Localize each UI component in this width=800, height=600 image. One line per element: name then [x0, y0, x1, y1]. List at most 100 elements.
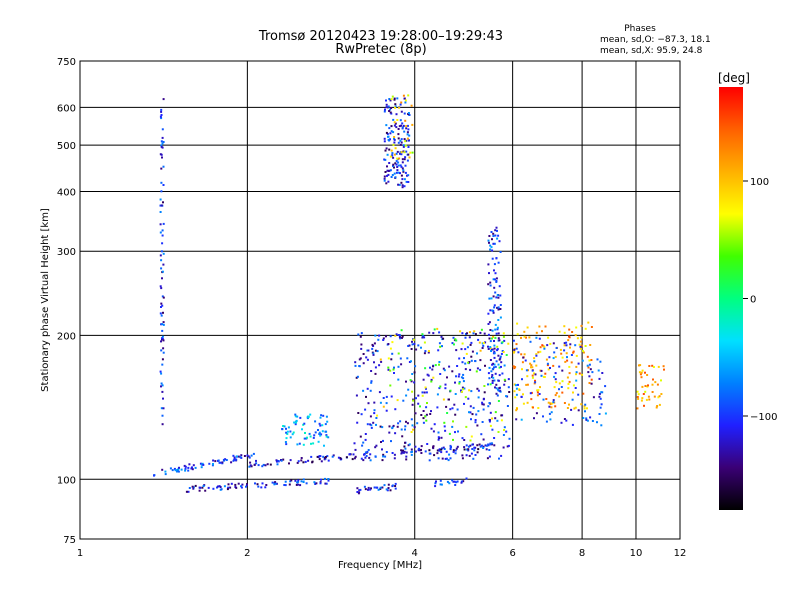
- data-point: [382, 405, 385, 408]
- data-point: [397, 183, 400, 186]
- data-point: [432, 365, 434, 368]
- data-point: [584, 327, 587, 330]
- data-point: [380, 360, 383, 363]
- data-point: [160, 340, 162, 343]
- data-point: [600, 403, 603, 406]
- data-point: [379, 401, 382, 404]
- data-point: [452, 449, 455, 452]
- data-point: [493, 304, 496, 307]
- data-point: [389, 384, 392, 387]
- data-point: [284, 484, 287, 487]
- data-point: [289, 430, 292, 433]
- data-point: [314, 431, 317, 434]
- data-point: [324, 482, 327, 485]
- data-point: [160, 382, 163, 385]
- data-point: [479, 368, 482, 371]
- data-point: [565, 341, 568, 344]
- data-point: [530, 391, 533, 394]
- data-point: [495, 280, 498, 282]
- data-point: [467, 361, 470, 364]
- data-point: [454, 381, 456, 384]
- data-point: [406, 131, 409, 134]
- data-point: [159, 211, 162, 213]
- data-point: [293, 421, 296, 424]
- data-point: [538, 337, 541, 340]
- data-point: [233, 458, 236, 461]
- y-axis-label: Stationary phase Virtual Height [km]: [40, 208, 51, 392]
- data-point: [405, 458, 408, 461]
- data-point: [496, 328, 499, 331]
- data-point: [160, 302, 163, 305]
- data-point: [411, 151, 414, 154]
- data-point: [373, 412, 376, 415]
- data-point: [400, 181, 403, 184]
- data-point: [545, 358, 548, 361]
- data-point: [497, 337, 500, 340]
- data-point: [478, 341, 481, 344]
- data-point: [470, 418, 472, 421]
- data-point: [395, 126, 398, 129]
- data-point: [399, 337, 402, 340]
- data-point: [502, 446, 505, 449]
- data-point: [425, 387, 427, 390]
- data-point: [406, 133, 409, 136]
- data-point: [498, 366, 501, 369]
- data-point: [448, 453, 451, 456]
- data-point: [410, 418, 413, 421]
- data-point: [235, 486, 238, 489]
- data-point: [410, 431, 413, 433]
- data-point: [539, 350, 542, 353]
- data-point: [536, 391, 539, 394]
- data-point: [439, 373, 442, 375]
- data-point: [497, 332, 500, 335]
- data-point: [499, 355, 502, 358]
- data-point: [544, 325, 547, 328]
- data-point: [397, 422, 400, 425]
- data-point: [325, 434, 328, 437]
- data-point: [561, 380, 564, 383]
- colorbar-tick-label: −100: [750, 412, 777, 423]
- data-point: [296, 415, 299, 418]
- data-point: [470, 435, 473, 438]
- data-point: [410, 360, 412, 363]
- data-point: [570, 408, 573, 411]
- data-point: [393, 366, 395, 369]
- data-point: [421, 391, 424, 394]
- data-point: [493, 352, 496, 355]
- data-point: [489, 329, 492, 331]
- data-point: [496, 237, 499, 240]
- data-point: [440, 483, 443, 486]
- data-point: [400, 452, 403, 455]
- data-point: [551, 402, 553, 405]
- data-point: [583, 405, 586, 408]
- data-point: [383, 158, 386, 161]
- data-point: [180, 468, 183, 471]
- data-point: [162, 397, 164, 400]
- data-point: [295, 421, 298, 424]
- data-point: [273, 482, 276, 485]
- data-point: [443, 448, 446, 450]
- data-point: [588, 382, 591, 384]
- data-point: [164, 473, 167, 476]
- data-point: [469, 439, 472, 442]
- data-point: [403, 138, 406, 141]
- y-tick-label: 100: [57, 475, 76, 486]
- data-point: [488, 272, 490, 275]
- data-point: [496, 348, 499, 351]
- data-point: [497, 261, 500, 264]
- data-point: [438, 363, 440, 366]
- data-point: [543, 345, 546, 348]
- data-point: [393, 138, 396, 141]
- data-point: [397, 164, 400, 167]
- data-point: [434, 485, 437, 488]
- data-point: [656, 405, 659, 407]
- data-point: [531, 376, 534, 379]
- data-point: [303, 422, 306, 425]
- data-point: [400, 153, 403, 156]
- data-point: [503, 383, 506, 386]
- data-point: [190, 467, 193, 470]
- data-point: [488, 366, 491, 369]
- data-point: [389, 335, 392, 338]
- data-point: [397, 137, 400, 140]
- data-point: [253, 463, 256, 466]
